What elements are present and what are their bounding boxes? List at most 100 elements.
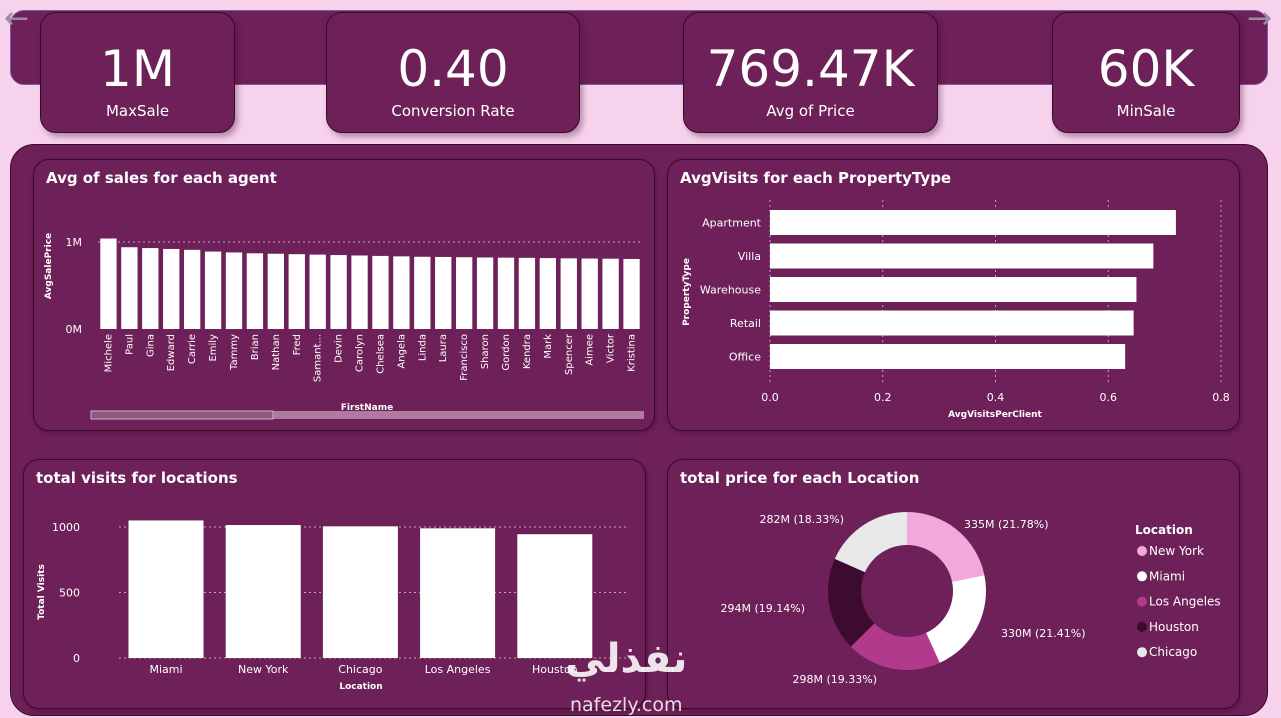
y-tick-label: 0 bbox=[73, 652, 80, 665]
x-tick-label: Gordon bbox=[501, 334, 512, 371]
location-visits-chart: 0 500 1000 Miami New York Chicago Los Angeles H… bbox=[37, 520, 629, 692]
kpi-value: 769.47K bbox=[706, 40, 915, 98]
bar bbox=[372, 255, 389, 329]
donut-slice bbox=[907, 512, 985, 582]
legend-marker bbox=[1137, 571, 1147, 582]
agent-sales-chart-card[interactable]: Avg of sales for each agent 1M 0M AvgSaleP… bbox=[33, 159, 655, 431]
x-tick-label: Linda bbox=[417, 334, 428, 361]
legend-entry: Houston bbox=[1149, 620, 1199, 634]
y-tick-label: 0M bbox=[66, 323, 83, 336]
back-arrow-icon[interactable]: ← bbox=[4, 1, 30, 36]
y-axis-label: PropertyType bbox=[682, 258, 692, 326]
x-tick-label: Chicago bbox=[338, 663, 382, 676]
x-tick-label: Fred bbox=[292, 334, 303, 355]
x-tick-label: Francisco bbox=[459, 334, 470, 381]
location-visits-chart-card[interactable]: total visits for locations 0 500 1000 Miami… bbox=[23, 459, 646, 709]
chart-title: total visits for locations bbox=[36, 469, 238, 487]
x-tick-label: 0.8 bbox=[1212, 391, 1230, 404]
bar bbox=[225, 252, 243, 329]
data-label: 298M (19.33%) bbox=[792, 673, 877, 686]
x-tick-label: Sharon bbox=[480, 334, 491, 369]
x-tick-label: Tammy bbox=[229, 334, 240, 371]
x-tick-label: Samant... bbox=[313, 334, 324, 382]
kpi-value: 60K bbox=[1097, 40, 1195, 98]
bar bbox=[142, 248, 159, 329]
location-price-donut-chart: 335M (21.78%) 330M (21.41%) 298M (19.33%) 2… bbox=[720, 512, 1221, 686]
chart-title: AvgVisits for each PropertyType bbox=[680, 169, 952, 187]
bar bbox=[539, 258, 557, 329]
bar bbox=[128, 520, 204, 658]
x-tick-label: Edward bbox=[166, 334, 177, 371]
bar bbox=[100, 238, 117, 329]
data-label: 294M (19.14%) bbox=[720, 602, 805, 615]
scrollbar-track bbox=[91, 411, 644, 419]
kpi-label: MaxSale bbox=[105, 102, 170, 120]
donut-slice bbox=[834, 512, 907, 573]
legend-marker bbox=[1137, 596, 1147, 607]
property-visits-chart-card[interactable]: AvgVisits for each PropertyType 0.0 0.2 0.… bbox=[667, 159, 1240, 431]
x-tick-label: Carolyn bbox=[355, 334, 366, 372]
bar bbox=[420, 528, 496, 658]
bar bbox=[770, 277, 1137, 302]
x-tick-label: Victor bbox=[606, 333, 617, 363]
x-tick-label: Miami bbox=[149, 663, 182, 676]
x-tick-label: Devin bbox=[334, 334, 345, 363]
kpi-label: Avg of Price bbox=[766, 102, 855, 120]
y-tick-label: 1M bbox=[66, 236, 83, 249]
bar bbox=[351, 255, 368, 329]
data-label: 335M (21.78%) bbox=[964, 518, 1049, 531]
kpi-value: 1M bbox=[100, 40, 175, 98]
kpi-card-minsale: 60K MinSale bbox=[1052, 12, 1240, 133]
legend-entry: Chicago bbox=[1149, 645, 1197, 659]
watermark-logo-latin: nafezly.com bbox=[570, 694, 683, 716]
x-axis-label: FirstName bbox=[341, 403, 393, 413]
x-axis-label: AvgVisitsPerClient bbox=[948, 410, 1042, 420]
donut-slice bbox=[850, 623, 940, 670]
legend-entry: Los Angeles bbox=[1149, 595, 1221, 609]
x-tick-label: Angela bbox=[396, 334, 407, 369]
bar bbox=[581, 258, 598, 329]
bar bbox=[288, 254, 305, 329]
kpi-card-avg-price: 769.47K Avg of Price bbox=[683, 12, 938, 133]
bar bbox=[518, 257, 536, 329]
kpi-card-conversion-rate: 0.40 Conversion Rate bbox=[326, 12, 580, 133]
y-axis-label: Total Visits bbox=[37, 564, 47, 620]
x-tick-label: Nathan bbox=[271, 334, 282, 370]
bar bbox=[267, 253, 285, 329]
legend-marker bbox=[1137, 621, 1147, 632]
bar bbox=[770, 243, 1154, 269]
chart-title: Avg of sales for each agent bbox=[46, 169, 277, 187]
bar bbox=[770, 344, 1126, 369]
property-visits-chart: 0.0 0.2 0.4 0.6 0.8 Apartment Villa Warehouse Re… bbox=[682, 200, 1230, 420]
x-tick-label: Michele bbox=[103, 334, 114, 372]
bar bbox=[225, 525, 301, 658]
location-price-chart-card[interactable]: total price for each Location 335M (21.7… bbox=[667, 459, 1240, 709]
kpi-label: Conversion Rate bbox=[391, 102, 515, 120]
x-tick-label: 0.6 bbox=[1100, 391, 1118, 404]
scrollbar-thumb bbox=[90, 410, 274, 420]
bar bbox=[414, 256, 431, 329]
x-axis-label: Location bbox=[339, 682, 382, 692]
bar bbox=[309, 254, 326, 329]
watermark-logo-arabic: نفذلي bbox=[565, 636, 688, 682]
x-tick-label: Kendra bbox=[522, 334, 533, 369]
y-tick-label: Villa bbox=[738, 250, 761, 263]
y-tick-label: Warehouse bbox=[700, 284, 761, 297]
kpi-card-maxsale: 1M MaxSale bbox=[40, 12, 235, 133]
bar bbox=[455, 257, 473, 329]
bar bbox=[435, 256, 452, 329]
x-tick-label: 0.2 bbox=[874, 391, 892, 404]
chart-title: total price for each Location bbox=[680, 469, 920, 487]
y-tick-label: 500 bbox=[59, 587, 80, 600]
data-label: 282M (18.33%) bbox=[759, 513, 844, 526]
legend-marker bbox=[1137, 546, 1147, 556]
bar bbox=[602, 258, 619, 329]
forward-arrow-icon[interactable]: → bbox=[1247, 1, 1273, 36]
agent-sales-chart: 1M 0M AvgSalePrice Michele Paul Gina Edward Car… bbox=[44, 233, 644, 420]
x-tick-label: Houston bbox=[532, 663, 578, 676]
bar bbox=[770, 310, 1134, 336]
y-tick-label: Office bbox=[729, 351, 761, 364]
y-tick-label: 1000 bbox=[52, 521, 80, 534]
donut-slice bbox=[828, 558, 875, 647]
bar bbox=[517, 534, 593, 658]
